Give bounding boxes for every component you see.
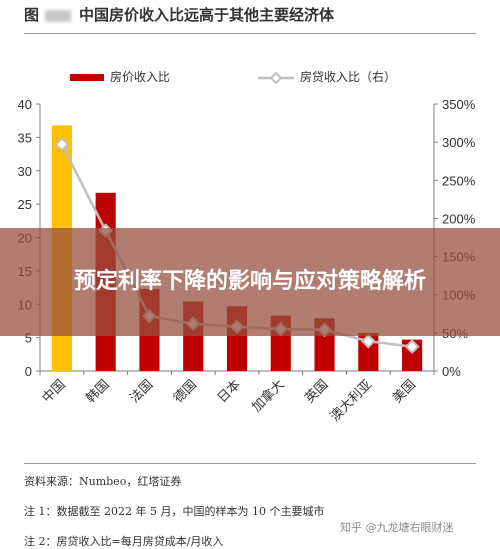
line-point-1 xyxy=(54,137,70,152)
y-left-tick-label: 0 xyxy=(25,364,32,379)
legend-bar: 房价收入比 xyxy=(70,68,170,85)
line-point-8 xyxy=(360,333,376,349)
legend-line: 房贷收入比（右） xyxy=(258,68,396,85)
y-right-tick-label: 350% xyxy=(442,97,476,112)
y-left-tick-label: 5 xyxy=(25,331,32,346)
banner-text: 预定利率下降的影响与应对策略解析 xyxy=(73,269,426,294)
note-2: 注 2：房贷收入比=每月房贷成本/月收入 xyxy=(24,535,224,548)
y-left-tick-label: 40 xyxy=(18,97,32,112)
y-left-tick-label: 35 xyxy=(18,130,32,145)
x-category-label: 加拿大 xyxy=(249,377,288,416)
y-right-tick-label: 300% xyxy=(442,135,476,150)
overlay-banner: 预定利率下降的影响与应对策略解析 xyxy=(0,228,500,336)
y-right-tick-label: 0% xyxy=(442,364,461,379)
legend-bar-label: 房价收入比 xyxy=(110,70,171,84)
note-1: 注 1：数据截至 2022 年 5 月，中国的样本为 10 个主要城市 xyxy=(24,505,325,518)
x-category-label: 澳大利亚 xyxy=(327,377,375,425)
figure-label: 图 xyxy=(24,6,40,24)
title-divider xyxy=(24,33,476,34)
x-category-label: 日本 xyxy=(215,377,244,406)
y-right-tick-label: 200% xyxy=(442,211,476,226)
blurred-figure-number xyxy=(45,10,72,22)
y-left-tick-label: 30 xyxy=(18,164,32,179)
chart-title-text: 中国房价收入比远高于其他主要经济体 xyxy=(79,6,335,24)
x-category-label: 法国 xyxy=(127,377,156,406)
legend-line-marker xyxy=(269,71,283,84)
x-category-label: 美国 xyxy=(390,377,419,406)
y-right-tick-label: 250% xyxy=(442,173,476,188)
chart-title: 图 中国房价收入比远高于其他主要经济体 xyxy=(24,4,334,25)
watermark: 知乎 @九龙塘右眼财迷 xyxy=(340,521,454,534)
legend-line-label: 房贷收入比（右） xyxy=(300,70,397,84)
x-category-label: 中国 xyxy=(40,377,69,406)
y-left-tick-label: 25 xyxy=(18,197,32,212)
x-category-label: 德国 xyxy=(171,377,200,406)
source-note: 资料来源：Numbeo，红塔证券 xyxy=(24,475,182,488)
legend-bar-swatch xyxy=(70,73,104,81)
x-category-label: 英国 xyxy=(302,377,331,406)
line-point-9 xyxy=(404,339,420,355)
notes-divider xyxy=(24,463,476,464)
x-category-label: 韩国 xyxy=(83,377,112,406)
